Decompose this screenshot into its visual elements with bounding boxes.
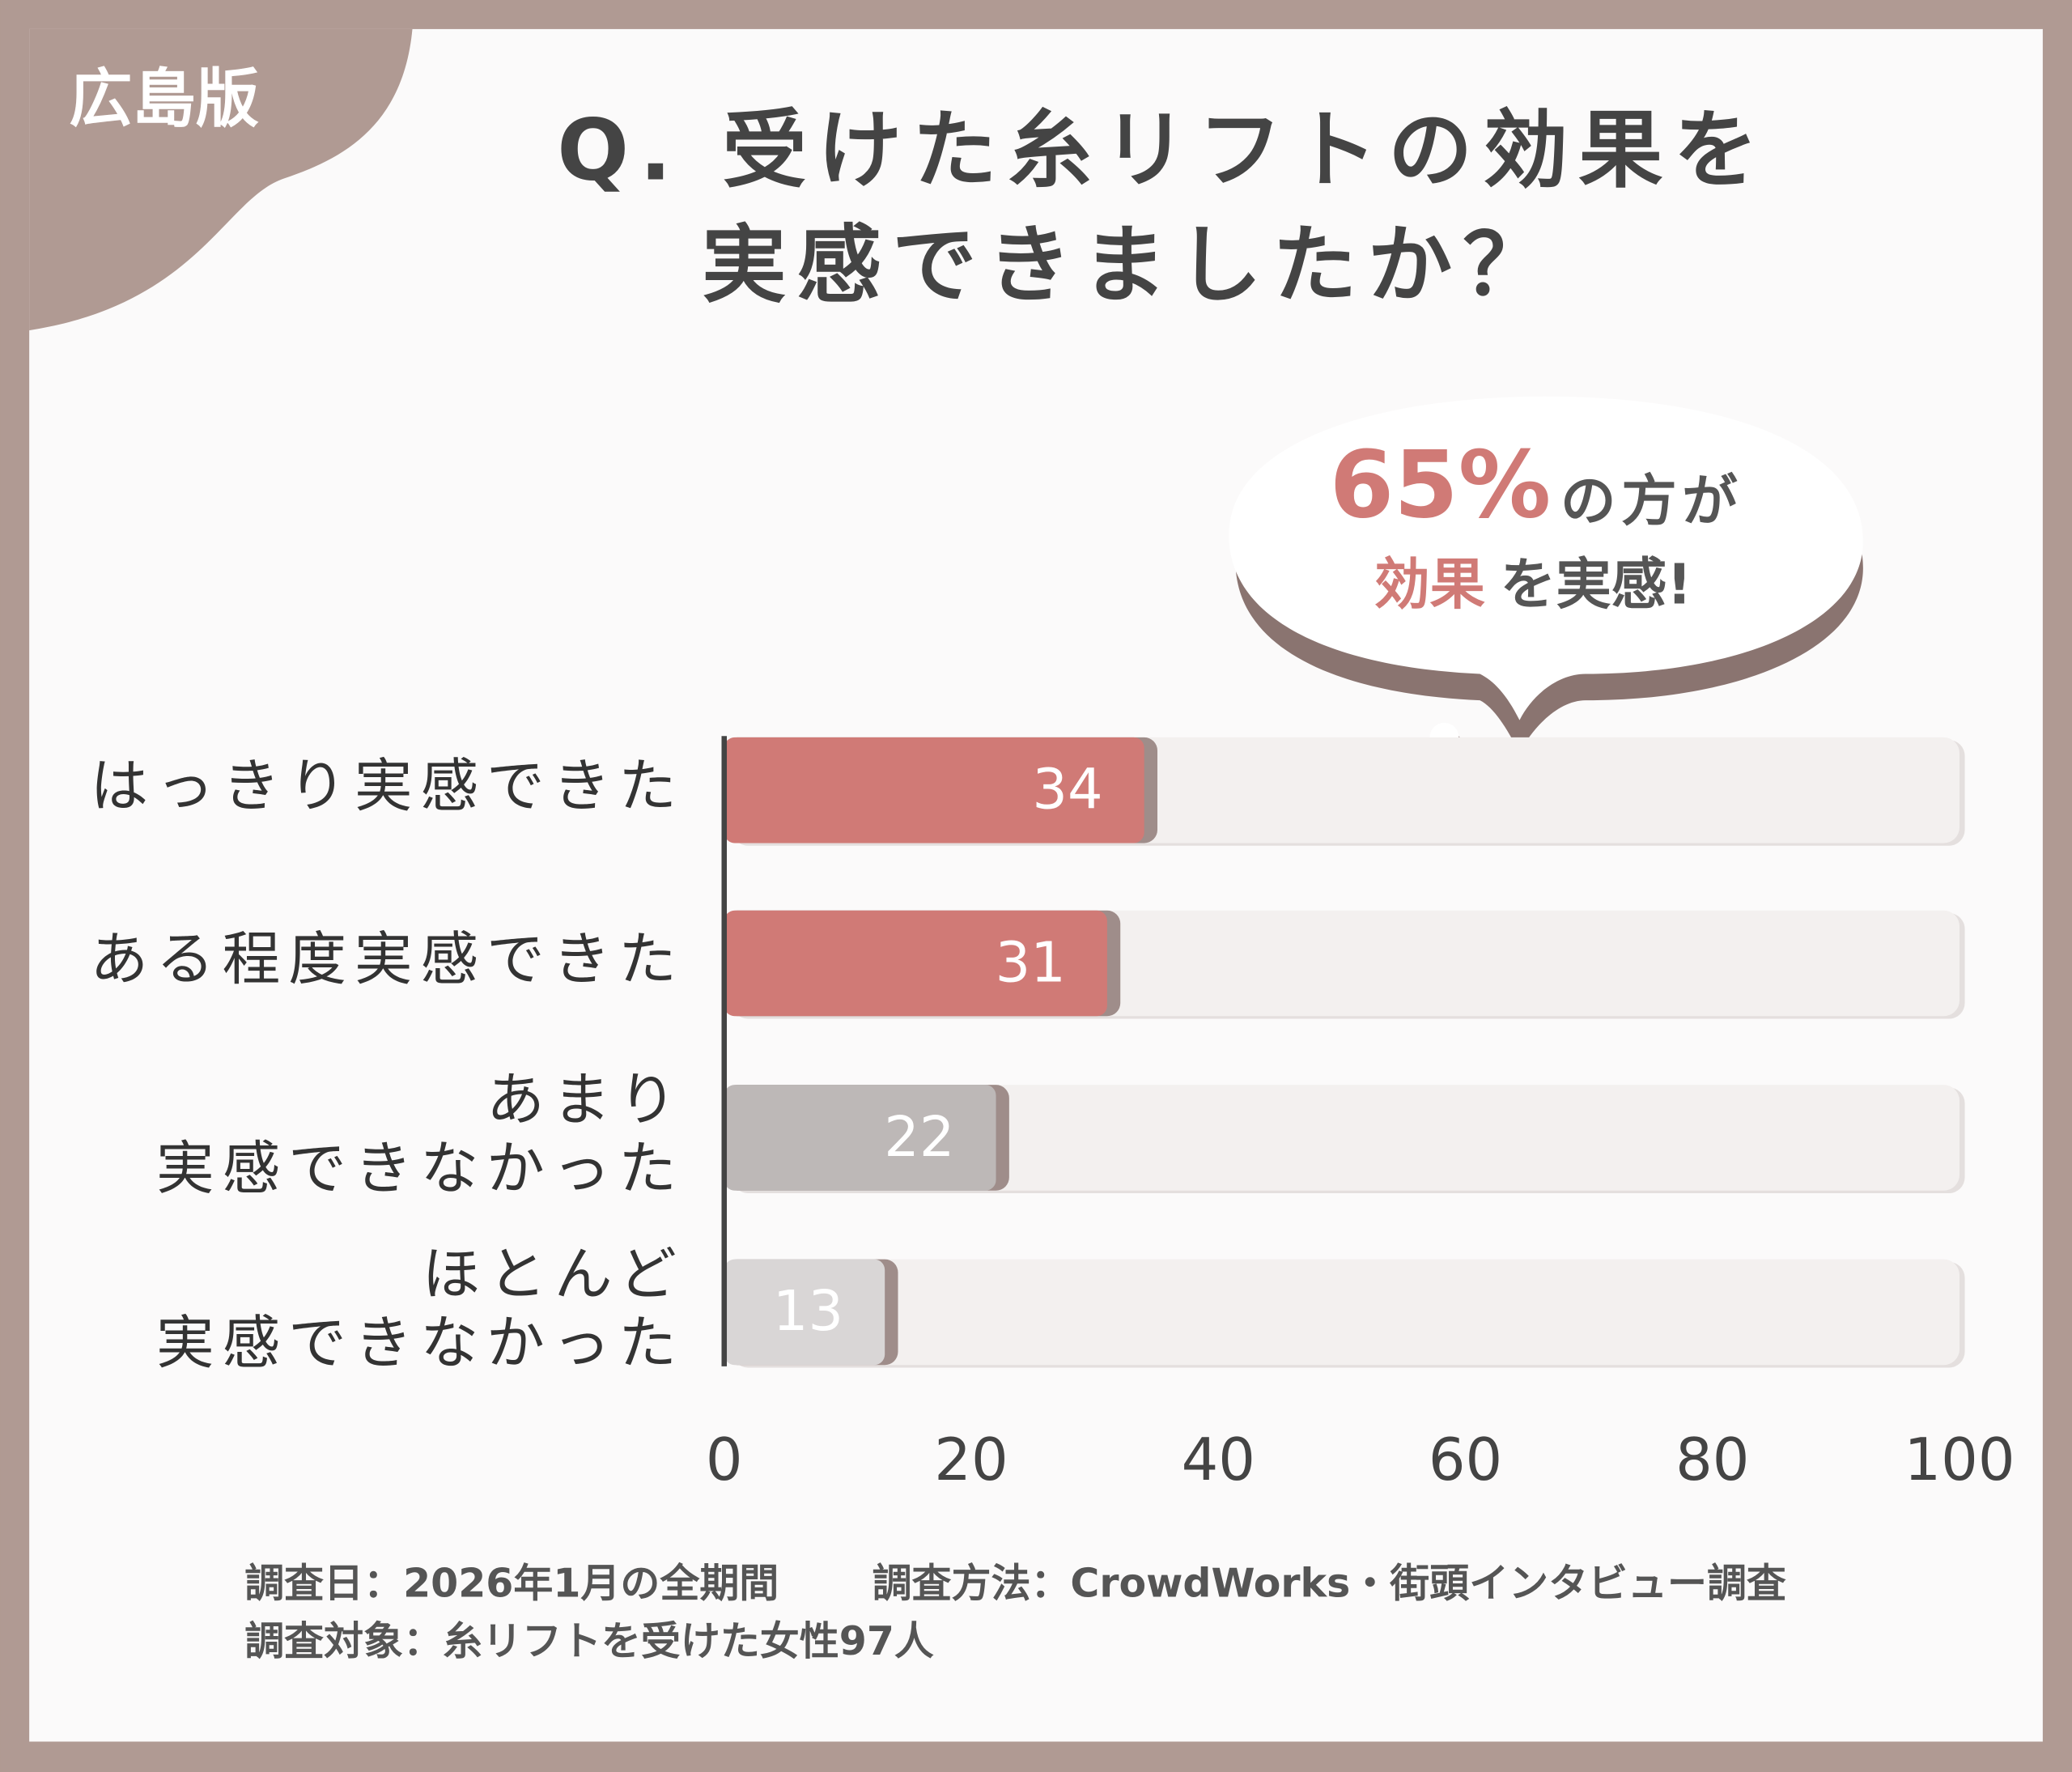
x-tick-label: 100 [1904, 1426, 2015, 1494]
callout-bubble [1229, 396, 1863, 720]
badge: 広島版 [69, 62, 259, 136]
x-tick-label: 40 [1182, 1426, 1255, 1494]
callout: 65% の方が 効果 を実感! [1229, 396, 1863, 770]
chart-title: 実感できましたか？ [702, 215, 1558, 314]
y-tick-label: あまり実感できなかった [156, 1065, 685, 1202]
x-tick-label: 0 [706, 1426, 743, 1494]
data-label: 22 [884, 1105, 954, 1170]
data-label: 34 [1032, 757, 1102, 822]
callout-highlight: 効果 [1374, 552, 1486, 617]
chart-title: Q. 受けた糸リフトの効果を [557, 100, 1768, 199]
callout-text: の方が [1560, 470, 1743, 534]
x-tick-label: 20 [934, 1426, 1008, 1494]
data-label: 31 [996, 930, 1066, 995]
badge-shape [29, 28, 413, 331]
y-tick-label: ある程度実感できた [90, 925, 684, 993]
callout-text: を実感! [1501, 552, 1692, 617]
plot: 0 20 40 60 80 100 34 はっきり実感できた 31 ある程度実感できた 22 あまり実… [90, 737, 2015, 1494]
footnote: 調査方法：CrowdWorks・街頭インタビュー調査 [873, 1560, 1786, 1606]
y-tick-label: はっきり実感できた [90, 752, 684, 820]
footnote: 調査日：2026年1月の全期間 [244, 1560, 779, 1606]
bar [724, 910, 1107, 1017]
x-tick-label: 60 [1429, 1426, 1502, 1494]
footnote: 調査対象：糸リフトを受けた女性97人 [244, 1618, 934, 1664]
bar [724, 1085, 996, 1191]
callout-highlight: 65% [1330, 431, 1551, 538]
track [724, 1085, 1960, 1191]
bar [724, 737, 1144, 844]
x-tick-label: 80 [1675, 1426, 1749, 1494]
y-tick-label: ほとんど実感できなかった [156, 1239, 685, 1376]
panel [29, 28, 2043, 1742]
bar [724, 1259, 885, 1366]
track [724, 1259, 1960, 1366]
data-label: 13 [773, 1279, 843, 1344]
